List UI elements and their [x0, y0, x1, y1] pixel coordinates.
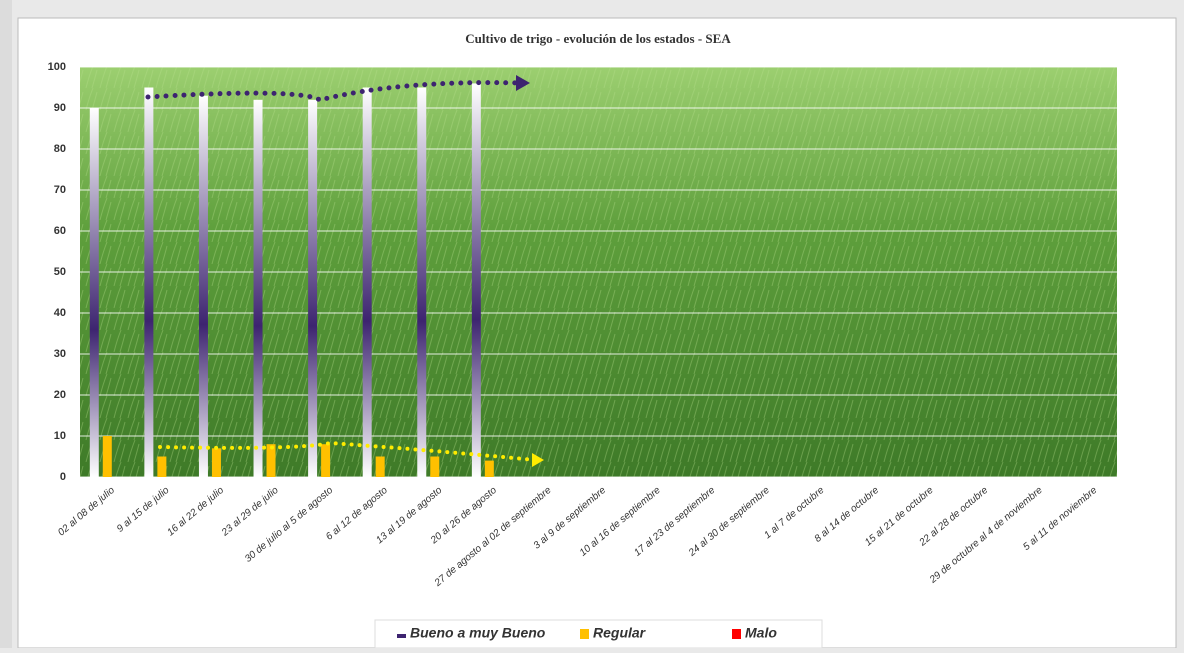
y-tick-label: 100	[48, 61, 66, 73]
bar	[471, 83, 481, 478]
bar	[308, 99, 318, 478]
legend-swatch	[397, 634, 406, 638]
y-tick-label: 80	[54, 143, 66, 155]
y-tick-label: 60	[54, 225, 66, 237]
y-tick-label: 50	[54, 266, 66, 278]
bar	[375, 456, 385, 477]
trend-arrow	[532, 453, 544, 467]
y-tick-label: 30	[54, 348, 66, 360]
legend-box	[374, 619, 823, 649]
legend-swatch	[732, 629, 741, 639]
bar	[198, 95, 208, 477]
y-tick-label: 10	[54, 430, 66, 442]
bar	[89, 108, 99, 477]
bar	[157, 456, 167, 477]
bar	[211, 448, 221, 477]
y-tick-label: 20	[54, 389, 66, 401]
bar	[144, 87, 154, 477]
bar	[417, 87, 427, 477]
y-tick-label: 0	[60, 471, 66, 483]
bar	[362, 87, 372, 477]
bar	[253, 99, 263, 478]
legend-label: Bueno a muy Bueno	[410, 625, 546, 641]
chart-title: Cultivo de trigo - evolución de los esta…	[465, 31, 731, 46]
plot	[80, 66, 1117, 478]
bar	[102, 436, 112, 477]
trend-bueno	[145, 80, 523, 103]
y-tick-label: 70	[54, 184, 66, 196]
bar	[484, 460, 494, 477]
bar	[430, 456, 440, 477]
legend-label: Malo	[745, 625, 777, 641]
legend-swatch	[580, 629, 589, 639]
legend-label: Regular	[593, 625, 647, 641]
row-header	[0, 0, 12, 648]
y-tick-label: 90	[54, 102, 66, 114]
y-tick-label: 40	[54, 307, 66, 319]
trend-arrow	[516, 75, 530, 91]
bar	[321, 444, 331, 477]
trend-regular	[158, 440, 537, 462]
bar	[266, 444, 276, 477]
